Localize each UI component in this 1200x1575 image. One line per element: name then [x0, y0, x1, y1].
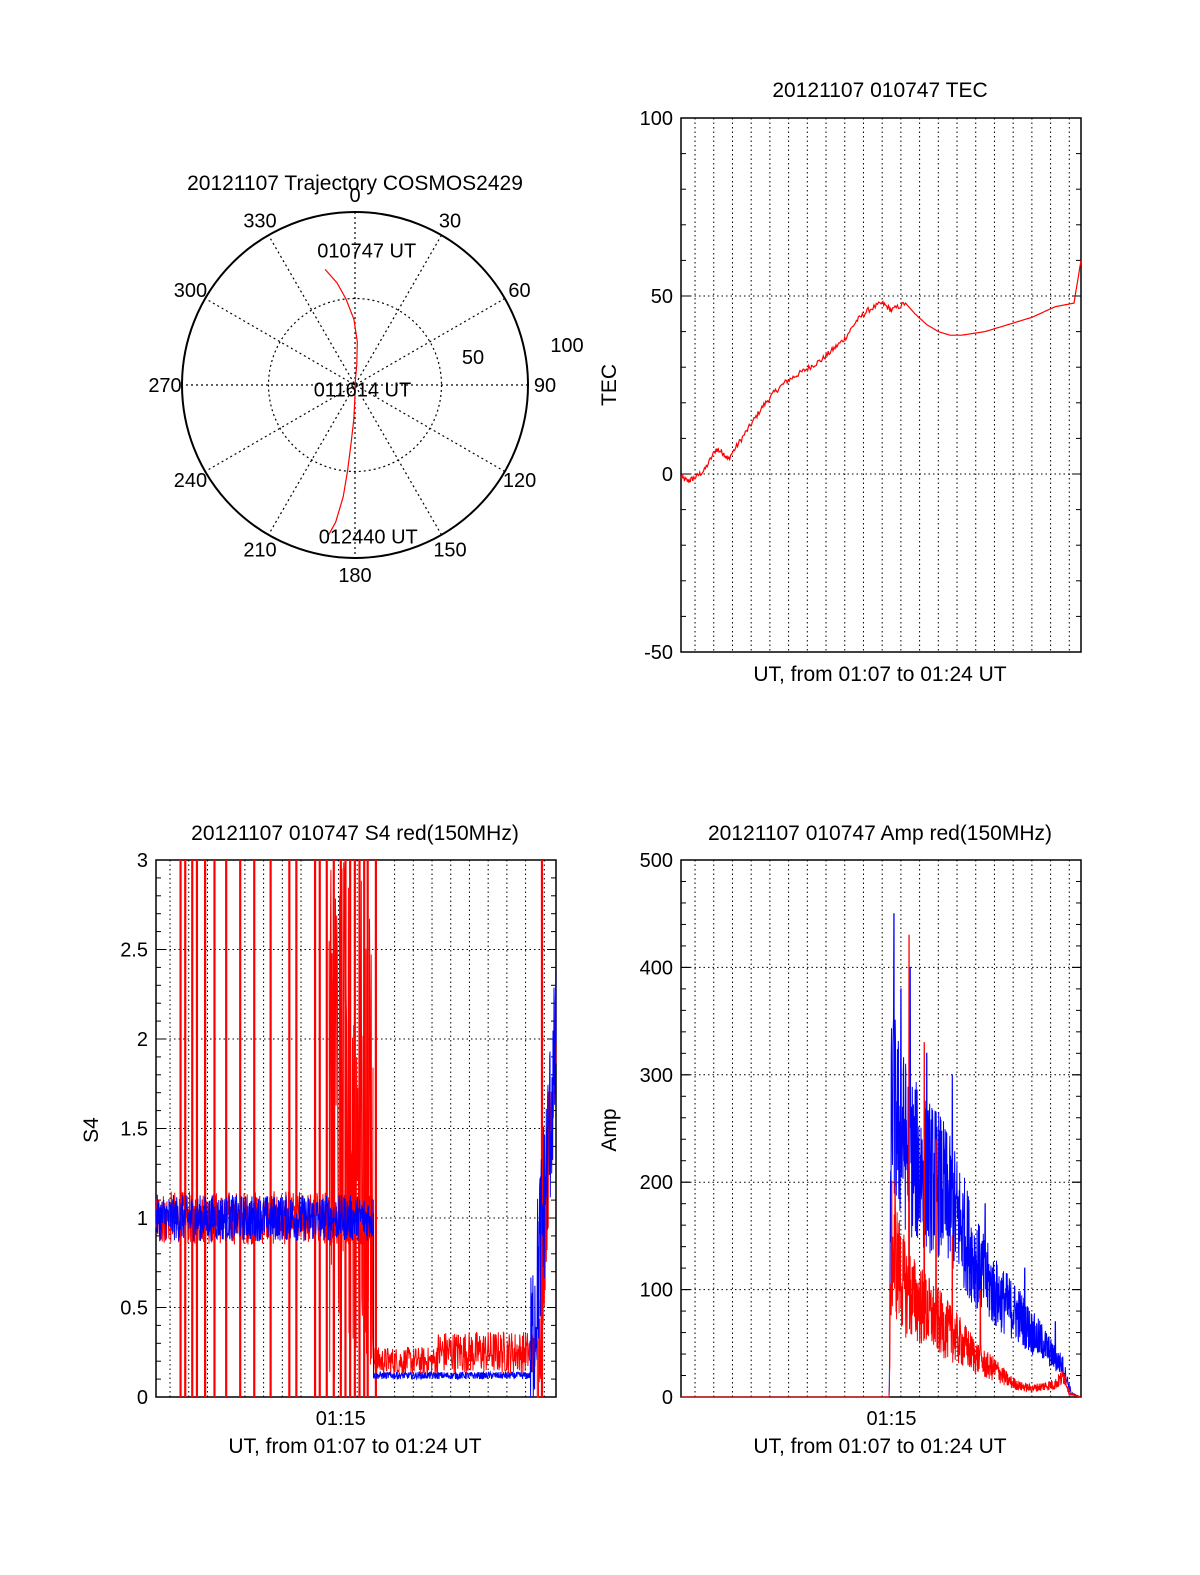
s4-red-burst	[328, 862, 374, 1381]
polar-time-annotation: 011614 UT	[314, 379, 411, 401]
amp-blue-line	[681, 913, 1081, 1398]
tec-ytick-label: -50	[644, 642, 673, 664]
polar-title: 20121107 Trajectory COSMOS2429	[187, 172, 523, 195]
amp-xlabel: UT, from 01:07 to 01:24 UT	[753, 1435, 1006, 1458]
polar-annotations: 010747 UT 011614 UT 012440 UT	[314, 241, 418, 549]
amp-ytick-label: 500	[640, 850, 673, 872]
amp-title: 20121107 010747 Amp red(150MHz)	[708, 822, 1052, 845]
tec-ylabel: TEC	[598, 364, 621, 406]
s4-chart: 20121107 010747 S4 red(150MHz) S4 UT, fr…	[80, 822, 557, 1458]
s4-ylabel: S4	[80, 1117, 103, 1143]
polar-angle-label: 180	[338, 565, 371, 587]
amp-ytick-label: 400	[640, 957, 673, 979]
s4-xtick-label: 01:15	[316, 1408, 366, 1430]
tec-series-line	[680, 260, 1082, 483]
tec-xlabel: UT, from 01:07 to 01:24 UT	[753, 663, 1006, 686]
s4-title: 20121107 010747 S4 red(150MHz)	[191, 822, 519, 845]
polar-angle-label: 300	[174, 280, 207, 302]
tec-ytick-label: 100	[640, 108, 673, 130]
s4-ytick-label: 1	[137, 1208, 148, 1230]
polar-trajectory-line	[324, 269, 358, 536]
amp-xtick-label: 01:15	[866, 1408, 916, 1430]
amp-ytick-label: 0	[662, 1387, 673, 1409]
polar-angle-label: 150	[433, 540, 466, 562]
tec-plot-area: -50 0 50 100	[640, 108, 1082, 664]
tec-chart: 20121107 010747 TEC TEC UT, from 01:07 t…	[598, 79, 1082, 686]
polar-angle-label: 0	[349, 185, 360, 207]
tec-ytick-label: 0	[662, 464, 673, 486]
polar-time-annotation: 010747 UT	[317, 241, 416, 263]
tec-title: 20121107 010747 TEC	[772, 79, 987, 102]
s4-axes-frame	[155, 859, 557, 1398]
polar-angle-labels: 0 30 60 90 120 150 180 210 240 270 300 330 50 100	[148, 185, 583, 587]
amp-ytick-label: 100	[640, 1280, 673, 1302]
s4-ytick-label: 0.5	[120, 1298, 148, 1320]
amp-ytick-label: 200	[640, 1172, 673, 1194]
polar-radial-label: 100	[550, 335, 583, 357]
s4-ytick-label: 1.5	[120, 1119, 148, 1141]
polar-angle-label: 120	[503, 470, 536, 492]
polar-time-annotation: 012440 UT	[319, 527, 418, 549]
polar-radial-label: 50	[462, 347, 484, 369]
polar-angle-label: 240	[174, 470, 207, 492]
tec-ytick-label: 50	[651, 286, 673, 308]
s4-ytick-label: 2.5	[120, 940, 148, 962]
s4-blue-line	[155, 969, 557, 1398]
tec-axes-frame	[680, 117, 1082, 653]
polar-angle-label: 60	[508, 280, 530, 302]
amp-chart: 20121107 010747 Amp red(150MHz) Amp UT, …	[598, 822, 1082, 1458]
polar-series	[324, 269, 358, 536]
polar-trajectory-chart: 20121107 Trajectory COSMOS2429 0 30 60 90 12…	[148, 172, 583, 587]
amp-ylabel: Amp	[598, 1108, 621, 1151]
s4-xlabel: UT, from 01:07 to 01:24 UT	[228, 1435, 481, 1458]
polar-angle-label: 270	[148, 375, 181, 397]
s4-ytick-label: 0	[137, 1387, 148, 1409]
polar-angle-label: 30	[439, 210, 461, 232]
amp-plot-area: 0 100 200 300 400 500 01:15	[640, 850, 1082, 1430]
s4-ytick-label: 2	[137, 1029, 148, 1051]
s4-plot-area: 0 0.5 1 1.5 2 2.5 3 01:15	[120, 850, 557, 1430]
polar-angle-label: 90	[534, 375, 556, 397]
s4-ytick-label: 3	[137, 850, 148, 872]
polar-angle-label: 210	[243, 540, 276, 562]
amp-red-line	[681, 934, 1081, 1398]
polar-grid	[181, 211, 529, 559]
polar-angle-label: 330	[243, 210, 276, 232]
amp-ytick-label: 300	[640, 1065, 673, 1087]
